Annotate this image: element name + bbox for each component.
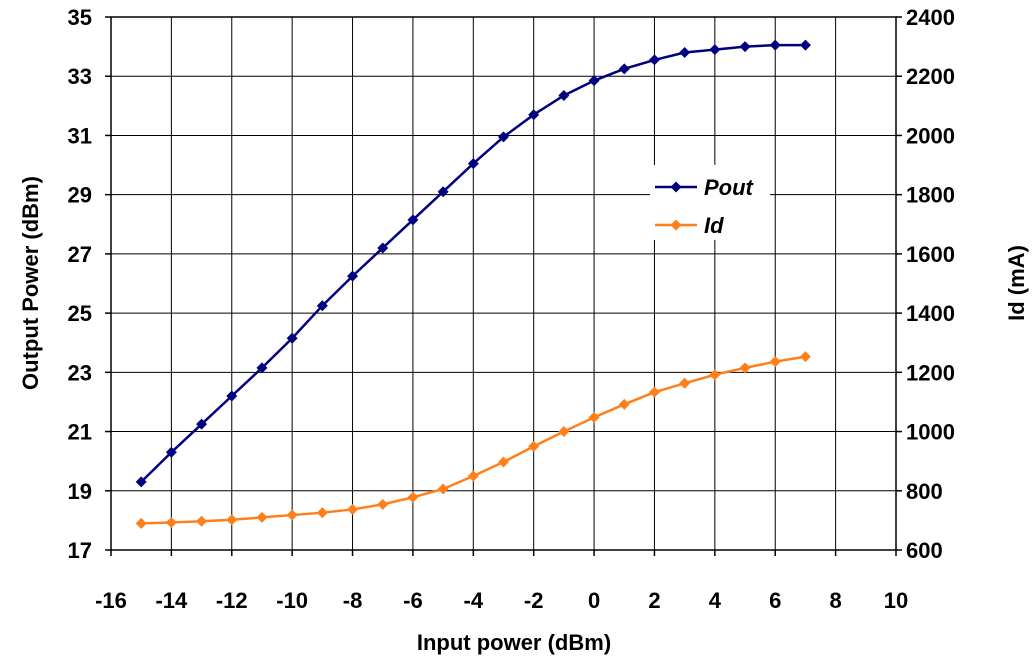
data-point: [286, 509, 298, 521]
legend-marker: [670, 181, 682, 193]
y2-tick-label: 1600: [906, 242, 955, 267]
data-point: [437, 186, 449, 198]
plot-area: [111, 17, 896, 550]
data-point: [165, 516, 177, 528]
legend-box: [650, 165, 770, 240]
y-tick-label: 27: [68, 242, 92, 267]
x-tick-label: -16: [95, 588, 127, 613]
y-tick-label: 33: [68, 64, 92, 89]
data-point: [226, 514, 238, 526]
data-point: [316, 507, 328, 519]
x-tick-label: -4: [464, 588, 484, 613]
y-tick-label: 31: [68, 123, 92, 148]
x-tick-label: -10: [276, 588, 308, 613]
y2-tick-label: 1000: [906, 420, 955, 445]
y2-tick-label: 600: [906, 538, 943, 563]
y-tick-label: 23: [68, 360, 92, 385]
legend-marker: [670, 219, 682, 231]
x-tick-label: 2: [648, 588, 660, 613]
data-point: [799, 351, 811, 363]
data-point: [347, 503, 359, 515]
tick-labels: -16 -14 -12 -10 -8 -6 -4 -2 0 2 4 6 8 10 17 19 21 23 25 27 2…: [68, 5, 955, 613]
data-point: [226, 390, 238, 402]
y2-tick-label: 2000: [906, 123, 955, 148]
data-point: [588, 75, 600, 87]
data-point: [316, 300, 328, 312]
plot-frame: [110, 16, 897, 551]
x-tick-label: -8: [343, 588, 363, 613]
data-point: [407, 491, 419, 503]
y2-tick-label: 1800: [906, 183, 955, 208]
data-point: [498, 456, 509, 468]
x-axis-title: Input power (dBm): [417, 630, 611, 655]
axes: [105, 16, 902, 556]
data-point: [679, 377, 691, 389]
data-point: [558, 89, 570, 101]
data-point: [799, 39, 811, 51]
y2-tick-label: 2200: [906, 64, 955, 89]
legend-entry-id: Id: [655, 213, 724, 238]
x-tick-label: 10: [884, 588, 908, 613]
y2-tick-label: 1200: [906, 360, 955, 385]
series-id: [135, 351, 811, 529]
data-point: [618, 398, 630, 410]
y2-tick-label: 800: [906, 479, 943, 504]
data-point: [558, 426, 570, 438]
data-point: [528, 109, 540, 121]
x-tick-label: -12: [216, 588, 248, 613]
y2-axis-title: Id (mA): [1004, 245, 1029, 321]
x-tick-label: -6: [403, 588, 423, 613]
y2-tick-label: 1400: [906, 301, 955, 326]
x-tick-label: 4: [709, 588, 722, 613]
data-point: [648, 386, 660, 398]
y-axis-title: Output Power (dBm): [18, 176, 43, 390]
y-tick-label: 25: [68, 301, 92, 326]
data-point: [347, 270, 359, 282]
x-tick-label: 0: [588, 588, 600, 613]
y2-tick-label: 2400: [906, 5, 955, 30]
data-point: [648, 54, 660, 66]
data-point: [196, 418, 208, 430]
legend-label: Pout: [704, 175, 755, 200]
data-point: [256, 511, 268, 523]
x-tick-label: 6: [769, 588, 781, 613]
legend-label: Id: [704, 213, 724, 238]
data-point: [377, 498, 389, 510]
y-tick-label: 35: [68, 5, 92, 30]
x-tick-label: -2: [524, 588, 544, 613]
data-point: [769, 39, 781, 51]
data-point: [588, 411, 600, 423]
x-tick-label: 8: [829, 588, 841, 613]
data-point: [709, 369, 721, 381]
legend: Pout Id: [650, 165, 770, 240]
data-point: [679, 47, 691, 59]
data-point: [528, 440, 540, 452]
data-point: [467, 158, 479, 170]
data-point: [135, 517, 147, 529]
y-tick-label: 19: [68, 479, 92, 504]
data-point: [739, 41, 751, 53]
data-point: [769, 356, 781, 368]
series-layer: [135, 39, 811, 529]
data-point: [135, 476, 147, 488]
data-point: [256, 362, 268, 374]
data-point: [498, 131, 509, 143]
series-pout: [135, 39, 811, 488]
x-tick-label: -14: [155, 588, 188, 613]
data-point: [377, 242, 389, 254]
data-point: [407, 214, 419, 226]
y-tick-label: 17: [68, 538, 92, 563]
data-point: [618, 63, 630, 75]
data-point: [437, 483, 449, 495]
data-point: [286, 332, 298, 344]
data-point: [739, 362, 751, 374]
y-tick-label: 29: [68, 183, 92, 208]
y-tick-label: 21: [68, 420, 92, 445]
data-point: [165, 446, 177, 458]
data-point: [709, 44, 721, 56]
data-point: [467, 470, 479, 482]
data-point: [196, 515, 208, 527]
legend-entry-pout: Pout: [655, 175, 755, 200]
